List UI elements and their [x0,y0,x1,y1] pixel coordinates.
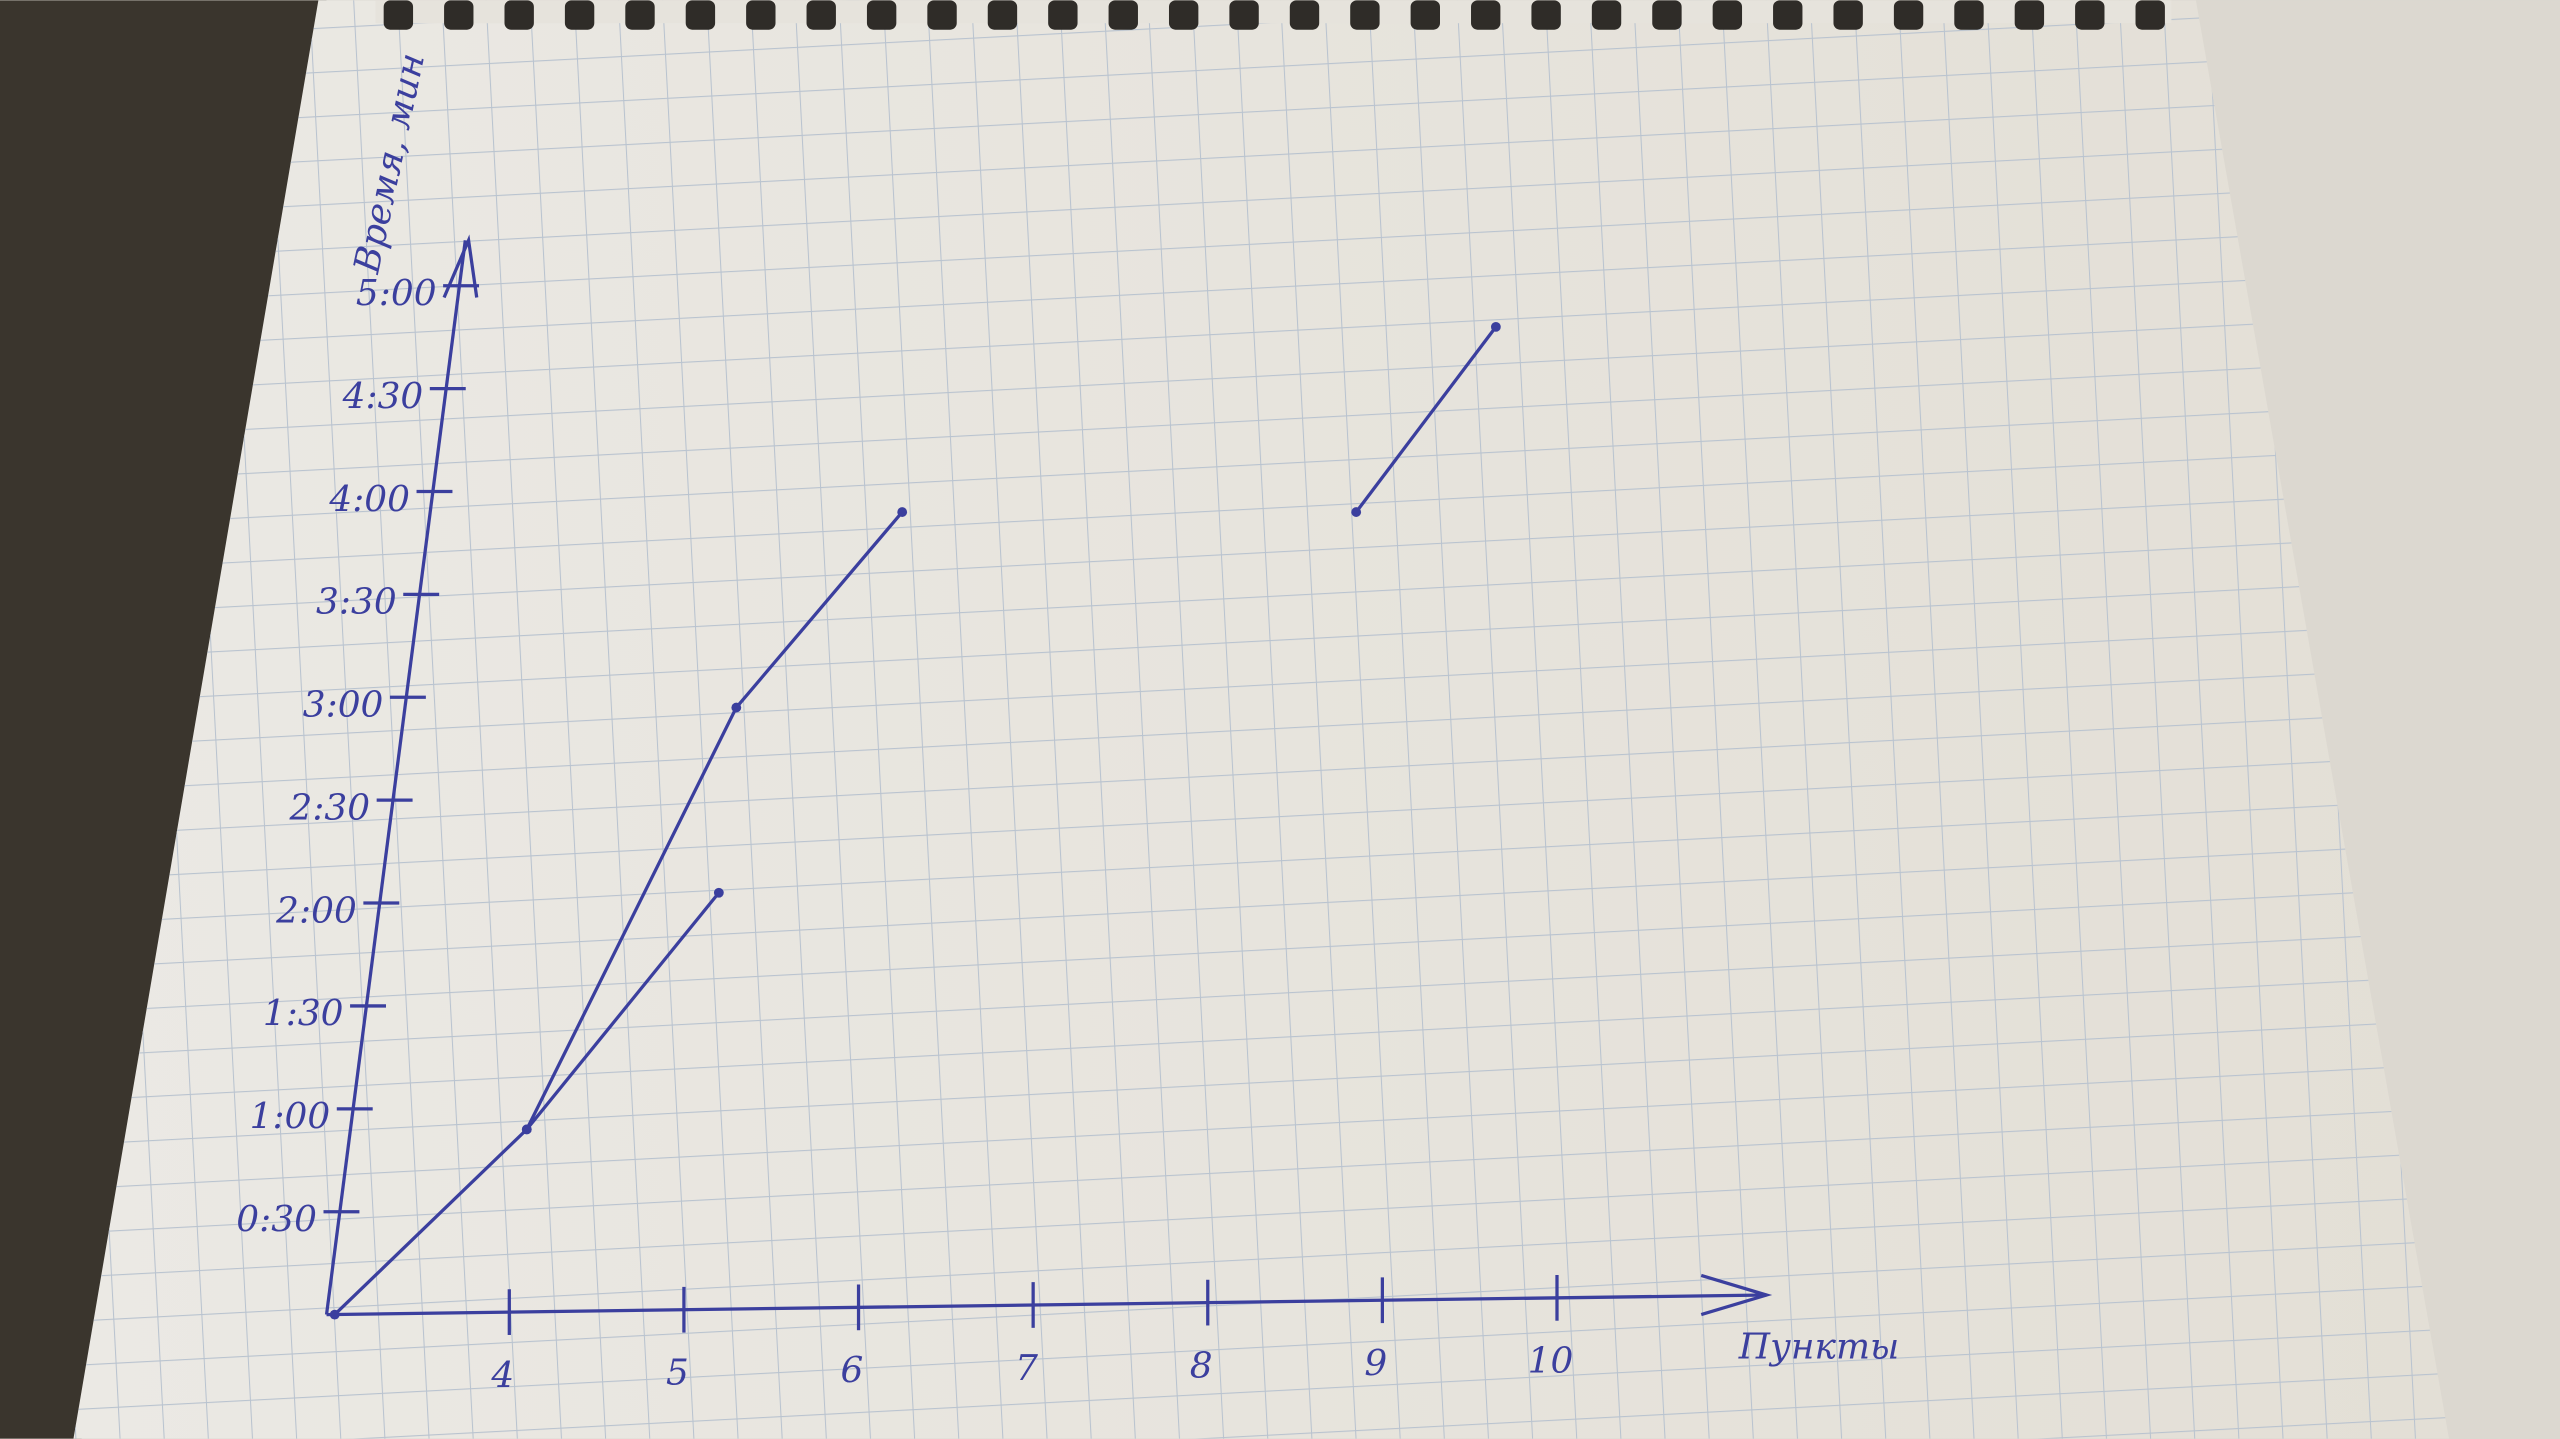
y-tick-label: 2:30 [288,787,370,828]
x-tick-label: 4 [490,1355,514,1396]
y-tick-label: 4:30 [342,376,424,417]
binding-hole [1773,0,1803,30]
data-point [731,702,742,713]
data-point [521,1124,532,1135]
binding-hole [1652,0,1682,30]
data-point [329,1309,340,1320]
data-line [1354,325,1498,514]
binding-hole [1410,0,1440,30]
binding-hole [1954,0,1984,30]
x-tick-label: 7 [1015,1348,1038,1389]
binding-hole [1229,0,1259,30]
data-point [897,507,908,517]
binding-hole [1350,0,1380,30]
x-axis-title: Пункты [1738,1326,1900,1367]
binding-hole [927,0,957,30]
binding-hole [685,0,716,30]
binding-hole [444,0,474,30]
data-point [1351,507,1362,517]
binding-hole [1289,0,1320,30]
y-tick-label: 3:00 [303,685,384,726]
y-tick-label: 2:00 [275,890,357,931]
binding-hole [1048,0,1078,30]
binding-hole [1471,0,1501,30]
binding-hole [1531,0,1561,30]
binding-hole [806,0,836,30]
data-line [333,511,904,1316]
y-tick-label: 0:30 [236,1199,317,1240]
binding-hole [1833,0,1863,30]
y-tick-label: 5:00 [356,273,437,314]
y-tick-label: 3:30 [316,582,397,623]
x-tick-label: 6 [841,1350,864,1391]
x-tick-label: 5 [666,1353,689,1394]
data-point [1490,321,1501,332]
data-line [525,891,721,1131]
x-tick-label: 9 [1364,1343,1387,1384]
x-axis-arrow [1700,1273,1773,1317]
binding-hole [987,0,1018,30]
binding-hole [1108,0,1138,30]
binding-hole [2135,0,2165,30]
y-axis-arrow [442,234,479,299]
x-tick-label: 10 [1528,1341,1574,1382]
binding-hole [1168,0,1199,30]
binding-holes [383,0,2165,30]
y-tick-label: 1:00 [250,1096,331,1137]
x-tick-label: 8 [1190,1345,1213,1386]
binding-hole [1893,0,1924,30]
paper-grid [73,0,2449,1439]
y-axis [324,240,467,1315]
binding-hole [625,0,655,30]
binding-hole [504,0,534,30]
plot: 0:30 1:00 1:30 2:00 2:30 3:00 3:30 4:00 4:30 5:00… [236,234,1773,1396]
dark-background [0,0,327,1439]
binding-hole [1591,0,1622,30]
binding-hole [1712,0,1743,30]
binding-hole [2075,0,2105,30]
x-axis [326,1293,1767,1317]
binding-hole [746,0,776,30]
binding-hole [866,0,897,30]
binding-hole [564,0,595,30]
binding-hole [383,0,414,30]
y-tick-label: 4:00 [328,479,410,520]
data-point [713,887,724,898]
y-tick-label: 1:30 [263,993,344,1034]
binding-hole [2014,0,2045,30]
